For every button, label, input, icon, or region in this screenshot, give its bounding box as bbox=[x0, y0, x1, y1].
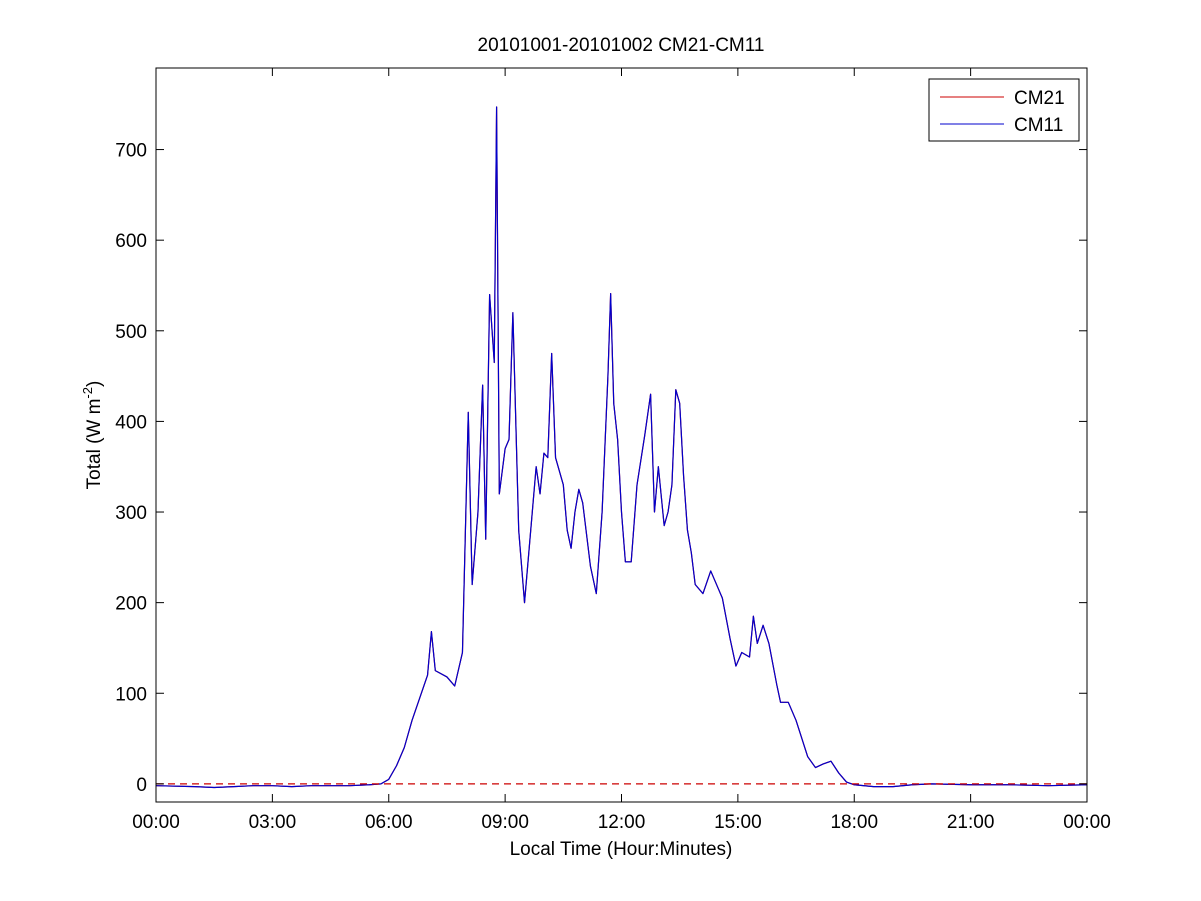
y-tick-label: 100 bbox=[115, 684, 147, 705]
y-tick-label: 400 bbox=[115, 412, 147, 433]
x-tick-label: 00:00 bbox=[132, 812, 180, 833]
x-tick-label: 00:00 bbox=[1063, 812, 1111, 833]
legend-label-cm11: CM11 bbox=[1014, 115, 1063, 136]
x-tick-label: 09:00 bbox=[481, 812, 529, 833]
x-tick-label: 03:00 bbox=[249, 812, 297, 833]
y-axis: 0 100 200 300 400 500 600 700 bbox=[115, 141, 1087, 796]
y-axis-label-superscript: -2 bbox=[80, 387, 95, 399]
x-axis-label: Local Time (Hour:Minutes) bbox=[510, 839, 733, 860]
x-tick-label: 12:00 bbox=[598, 812, 646, 833]
series-layer bbox=[155, 106, 1088, 789]
x-axis: 00:00 03:00 06:00 09:00 12:00 15:00 18:00 21:00… bbox=[132, 68, 1111, 833]
series-line-cm11 bbox=[155, 106, 1088, 789]
y-tick-label: 300 bbox=[115, 503, 147, 524]
legend: CM21 CM11 bbox=[928, 78, 1080, 142]
x-tick-label: 15:00 bbox=[714, 812, 762, 833]
y-tick-label: 700 bbox=[115, 141, 147, 162]
y-tick-label: 600 bbox=[115, 231, 147, 252]
y-tick-label: 0 bbox=[136, 775, 147, 796]
x-tick-label: 06:00 bbox=[365, 812, 413, 833]
y-axis-label-main: Total (W m bbox=[84, 399, 105, 490]
chart-title: 20101001-20101002 CM21-CM11 bbox=[478, 35, 765, 56]
y-axis-label: Total (W m-2) bbox=[80, 381, 105, 490]
y-tick-label: 200 bbox=[115, 594, 147, 615]
y-axis-label-close: ) bbox=[84, 381, 105, 387]
x-tick-label: 18:00 bbox=[830, 812, 878, 833]
legend-label-cm21: CM21 bbox=[1014, 88, 1065, 109]
legend-box bbox=[928, 78, 1080, 142]
y-tick-label: 500 bbox=[115, 322, 147, 343]
x-tick-label: 21:00 bbox=[947, 812, 995, 833]
